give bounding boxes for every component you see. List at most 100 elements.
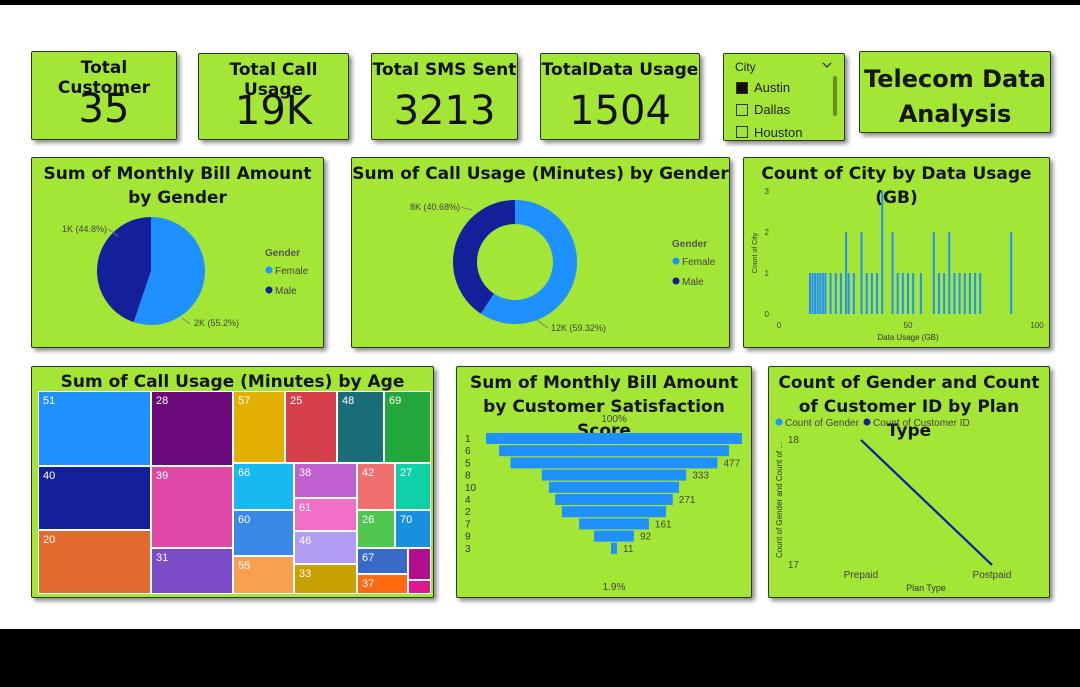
city-slicer[interactable]: City Austin Dallas Houston	[723, 53, 845, 141]
bar[interactable]	[974, 273, 977, 314]
pie-slice-female[interactable]	[480, 200, 577, 324]
leader-line[interactable]	[460, 206, 473, 211]
bar[interactable]	[839, 273, 842, 314]
chevron-down-icon[interactable]	[822, 58, 832, 72]
bar[interactable]	[963, 273, 966, 314]
donut-chart[interactable]: 12K (59.32%) 8K (40.68%) Gender Female Male	[352, 158, 730, 348]
treemap-cell[interactable]: 46	[294, 531, 357, 564]
legend-marker-male[interactable]	[265, 286, 273, 294]
bar[interactable]	[819, 273, 822, 314]
funnel-bar[interactable]	[499, 445, 729, 457]
pie-chart-card[interactable]: Sum of Monthly Bill Amount by Gender 2K …	[31, 157, 324, 348]
bar[interactable]	[808, 273, 811, 314]
treemap-cell[interactable]: 25	[285, 391, 337, 463]
treemap-cell[interactable]: 28	[151, 391, 233, 466]
legend-marker-female[interactable]	[265, 266, 273, 274]
treemap-cell[interactable]: 51	[38, 391, 151, 466]
treemap-cell[interactable]: 26	[357, 510, 395, 548]
kpi-card-total-sms-sent[interactable]: Total SMS Sent 3213	[371, 53, 518, 140]
kpi-card-total-customer[interactable]: Total Customer 35	[31, 51, 177, 140]
bar[interactable]	[1010, 232, 1013, 314]
bar[interactable]	[847, 273, 850, 314]
bar[interactable]	[865, 273, 868, 314]
pie-slice-male[interactable]	[453, 200, 515, 314]
slicer-item-dallas[interactable]: Dallas	[736, 102, 790, 117]
legend-marker-female[interactable]	[672, 257, 680, 265]
checkbox-icon[interactable]	[736, 103, 748, 116]
bar[interactable]	[948, 232, 951, 314]
funnel-bar[interactable]	[561, 506, 667, 518]
treemap-cell[interactable]: 67	[357, 548, 408, 574]
legend-marker-male[interactable]	[672, 277, 680, 285]
treemap-cell[interactable]	[408, 548, 431, 580]
funnel-bar[interactable]	[555, 494, 673, 505]
bar[interactable]	[907, 273, 909, 314]
checkbox-checked-icon[interactable]	[736, 81, 748, 94]
treemap-card[interactable]: Sum of Call Usage (Minutes) by Age 51 40 2…	[31, 366, 434, 598]
bar[interactable]	[845, 232, 848, 314]
treemap[interactable]: 51 40 20 28 39 31 57 25 48 69 66 38 42 27 61 60 26 70 46 55…	[38, 391, 431, 594]
treemap-cell[interactable]: 27	[395, 463, 431, 510]
funnel-chart-card[interactable]: Sum of Monthly Bill Amount by Customer S…	[456, 366, 752, 598]
treemap-cell[interactable]: 70	[395, 510, 431, 548]
treemap-cell[interactable]: 38	[294, 463, 357, 498]
treemap-cell[interactable]: 55	[233, 556, 294, 594]
bar[interactable]	[912, 273, 915, 314]
pie-slice-female[interactable]	[133, 217, 205, 325]
series-line[interactable]	[860, 439, 993, 566]
treemap-cell[interactable]: 33	[294, 564, 357, 594]
checkbox-icon[interactable]	[736, 126, 748, 138]
bar[interactable]	[901, 273, 904, 314]
slicer-item-austin[interactable]: Austin	[736, 80, 790, 95]
treemap-cell[interactable]: 60	[233, 510, 294, 556]
treemap-cell[interactable]: 20	[38, 530, 151, 594]
column-chart[interactable]: 0 1 2 3 0 50 100 Data Usage (GB) Count of City	[744, 158, 1050, 348]
treemap-cell[interactable]: 42	[357, 463, 395, 510]
funnel-bar[interactable]	[510, 457, 718, 469]
treemap-cell[interactable]: 69	[384, 391, 431, 463]
donut-chart-card[interactable]: Sum of Call Usage (Minutes) by Gender 12…	[351, 157, 730, 348]
bar[interactable]	[824, 273, 827, 314]
bar[interactable]	[937, 273, 940, 314]
funnel-bar[interactable]	[594, 530, 634, 542]
funnel-bar[interactable]	[611, 542, 617, 554]
funnel-bar[interactable]	[486, 433, 742, 444]
legend-marker[interactable]	[863, 418, 871, 426]
bar[interactable]	[958, 273, 961, 314]
legend-marker[interactable]	[775, 418, 783, 426]
kpi-card-total-call-usage[interactable]: Total Call Usage 19K	[198, 53, 349, 140]
bar[interactable]	[979, 273, 982, 314]
bar[interactable]	[953, 273, 956, 314]
bar[interactable]	[919, 273, 922, 314]
treemap-cell[interactable]: 40	[38, 466, 151, 530]
bar[interactable]	[932, 232, 935, 314]
bar[interactable]	[834, 273, 837, 314]
line-chart-card[interactable]: Count of Gender and Count of Customer ID…	[768, 366, 1050, 598]
funnel-bar[interactable]	[579, 518, 649, 530]
slicer-item-houston[interactable]: Houston	[736, 125, 802, 139]
bar[interactable]	[811, 273, 814, 314]
bar[interactable]	[829, 273, 832, 314]
bar[interactable]	[876, 273, 879, 314]
funnel-chart[interactable]: 100% 165 477 8 333 104 271 27 161 9 92 3 11 1.9%	[457, 367, 752, 598]
bar[interactable]	[814, 273, 817, 314]
treemap-cell[interactable]: 48	[337, 391, 384, 463]
treemap-cell[interactable]	[408, 580, 431, 594]
bar[interactable]	[870, 273, 873, 314]
kpi-card-total-data-usage[interactable]: TotalData Usage 1504	[540, 53, 700, 140]
bar[interactable]	[881, 191, 884, 314]
pie-chart[interactable]: 2K (55.2%) 1K (44.8%) Gender Female Male	[32, 158, 324, 348]
bar[interactable]	[860, 232, 863, 314]
bar[interactable]	[816, 273, 819, 314]
leader-line[interactable]	[107, 228, 119, 237]
bar[interactable]	[943, 273, 946, 314]
treemap-cell[interactable]: 31	[151, 548, 233, 594]
bar[interactable]	[968, 273, 971, 314]
bar[interactable]	[896, 273, 899, 314]
treemap-cell[interactable]: 39	[151, 466, 233, 548]
treemap-cell[interactable]: 66	[233, 463, 294, 510]
bar[interactable]	[891, 232, 894, 314]
column-chart-card[interactable]: Count of City by Data Usage (GB) 0 1 2 3 0 50…	[743, 157, 1050, 348]
funnel-bar[interactable]	[548, 481, 680, 493]
leader-line[interactable]	[181, 317, 191, 325]
